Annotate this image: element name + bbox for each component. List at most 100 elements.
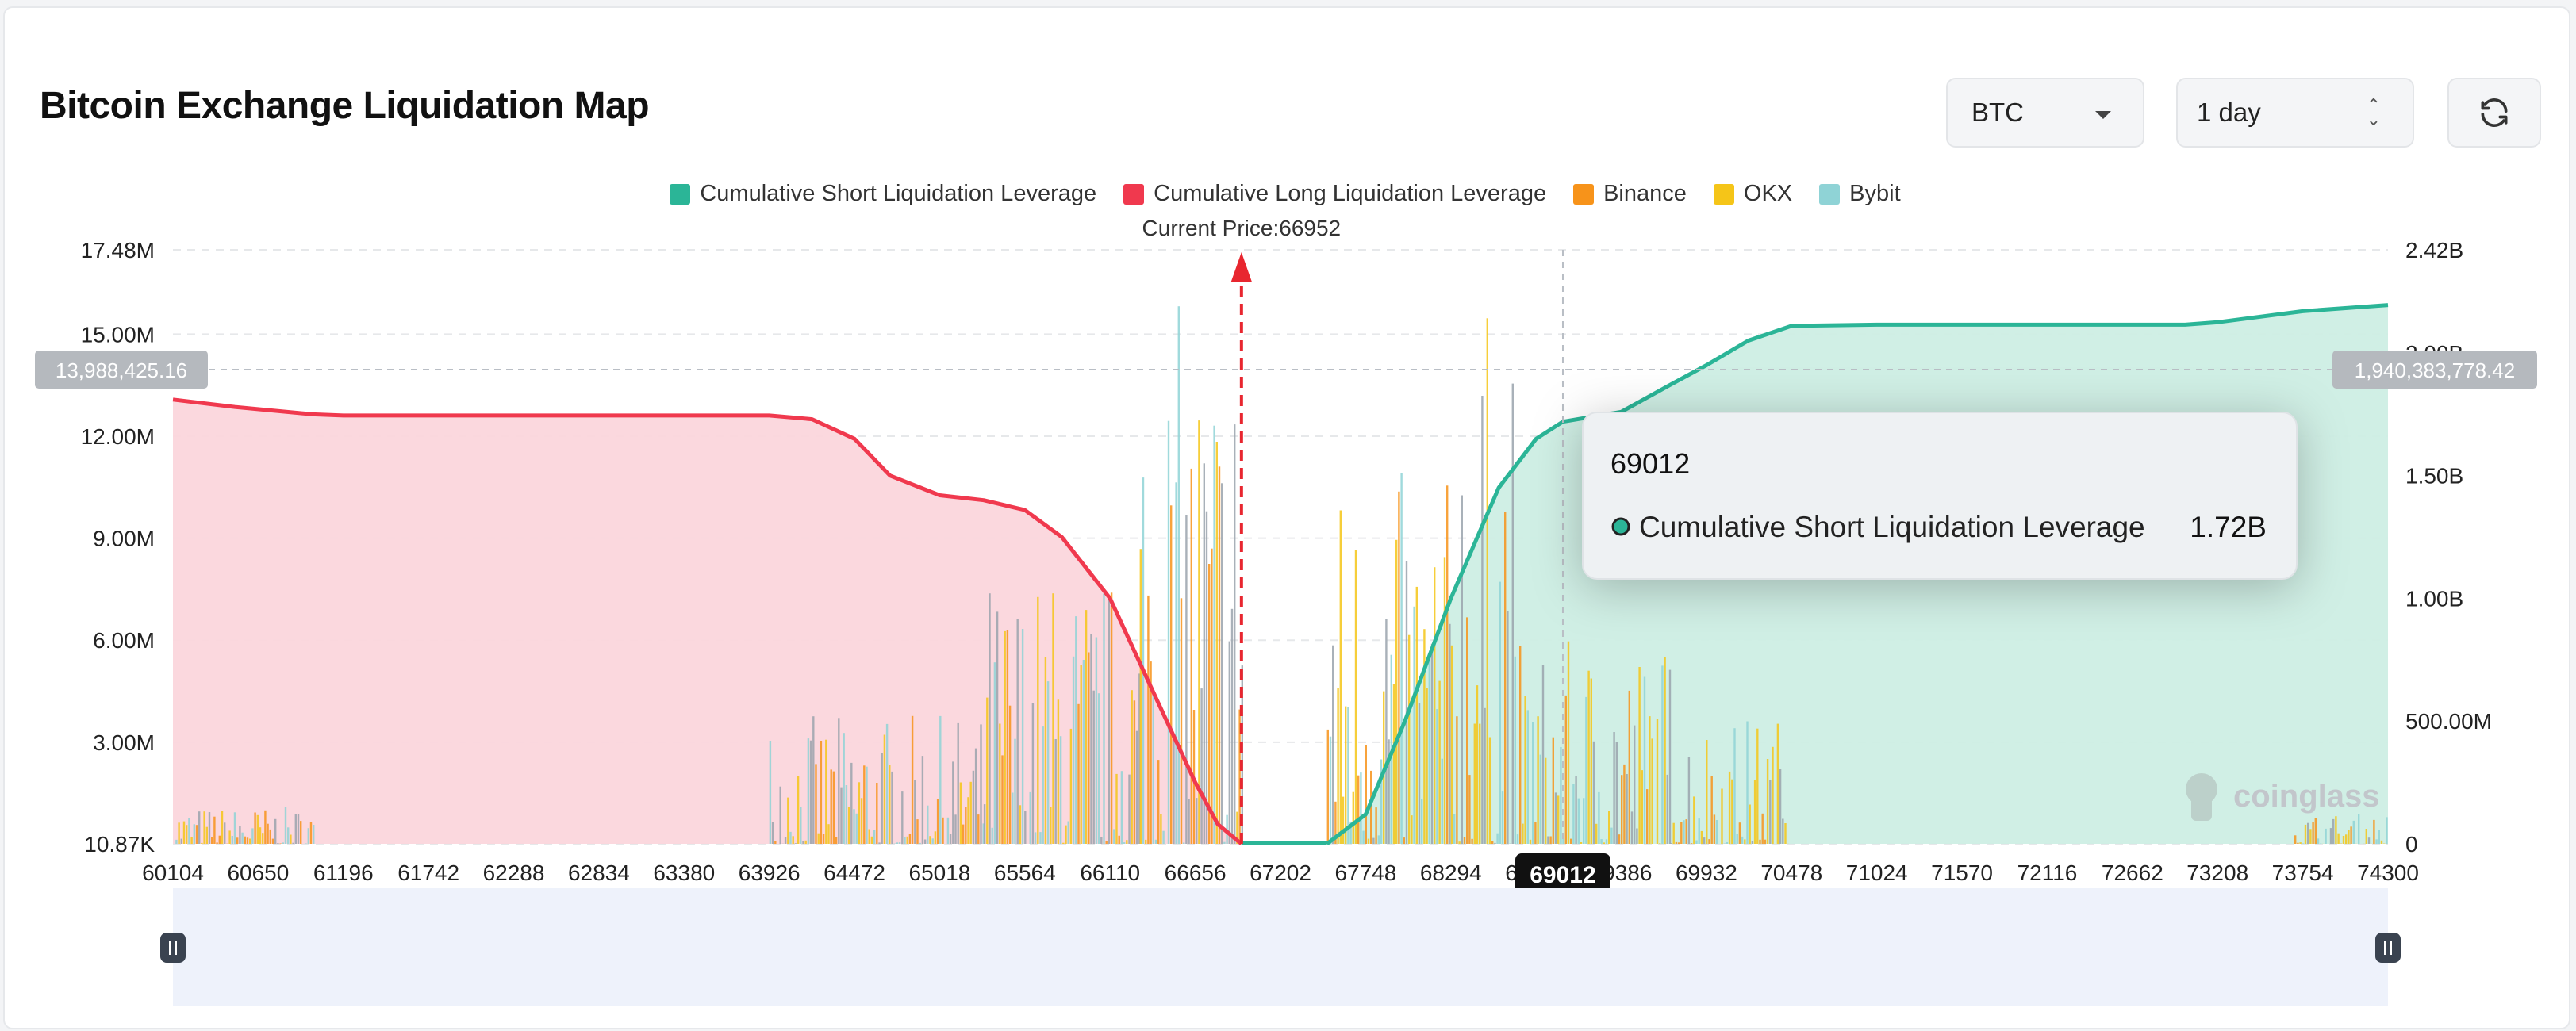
liquidation-bar [271,838,274,844]
liquidation-bar [1507,611,1509,844]
liquidation-bar [1024,811,1027,844]
liquidation-bar [784,837,787,844]
liquidation-bar [1157,760,1160,844]
liquidation-bar [908,834,912,844]
liquidation-bar [198,811,201,844]
liquidation-bar [1105,841,1108,844]
legend-item-long[interactable]: Cumulative Long Liquidation Leverage [1123,181,1546,207]
liquidation-bar [1097,693,1100,844]
legend-swatch [1819,183,1841,205]
liquidation-bar [205,826,208,844]
liquidation-bar [1656,719,1659,844]
liquidation-bar [991,827,993,844]
range-select-value: 1 day [2197,98,2261,127]
legend-item-short[interactable]: Cumulative Short Liquidation Leverage [670,181,1096,207]
x-tick-label: 60650 [227,860,289,885]
liquidation-bar [1519,646,1522,844]
liquidation-bar [1549,836,1552,844]
liquidation-bar [1583,798,1585,844]
liquidation-bar [1450,645,1453,844]
liquidation-bar [898,842,901,844]
liquidation-bar [1052,593,1054,844]
liquidation-bar [1710,776,1713,844]
long-cumulative-line [172,397,1243,845]
liquidation-bar [1526,710,1529,844]
liquidation-bar [1610,827,1613,844]
liquidation-bar [939,715,942,844]
liquidation-bar [1145,839,1147,844]
watermark-text: coinglass [2233,779,2380,814]
x-tick-label: 73208 [2186,860,2248,885]
liquidation-bar [1415,586,1418,844]
liquidation-bar [1365,745,1367,844]
liquidation-bar [1072,656,1075,844]
liquidation-bar [817,833,820,844]
range-slider-right-handle[interactable] [2375,933,2401,963]
liquidation-bar [1170,505,1173,844]
liquidation-bar [807,738,810,844]
liquidation-bar [954,814,957,844]
range-select[interactable]: 1 day ⌃ ⌄ [2176,78,2414,148]
liquidation-bar [1713,814,1716,844]
liquidation-bar [1590,678,1592,844]
liquidation-bar [1741,836,1744,844]
liquidation-bar [866,766,868,844]
long-area [173,399,1242,844]
logo-shape [2186,773,2217,805]
liquidation-bar [1362,830,1365,844]
liquidation-bar [2345,834,2348,844]
liquidation-bar [2297,842,2299,844]
liquidation-bar [1575,776,1577,844]
liquidation-bar [1672,822,1675,844]
liquidation-bar [962,824,965,844]
legend-item-binance[interactable]: Binance [1573,181,1687,207]
tooltip-series-dot [1611,517,1630,536]
liquidation-bar [1329,736,1332,844]
liquidation-bar [1514,656,1516,844]
liquidation-bar [1623,764,1626,844]
liquidation-bar [1357,775,1360,844]
liquidation-bar [936,799,939,844]
legend-swatch [1573,183,1595,205]
liquidation-bar [1680,822,1683,844]
liquidation-bar [809,740,812,844]
liquidation-bar [914,780,916,844]
liquidation-bar [1626,774,1628,844]
liquidation-bar [1370,770,1372,844]
liquidation-bar [1687,757,1691,844]
liquidation-bar [1471,838,1473,844]
liquidation-bar [881,753,883,844]
liquidation-bar [1154,839,1157,844]
liquidation-bar [1088,652,1090,844]
coin-select[interactable]: BTC [1946,78,2144,148]
liquidation-bar [1557,795,1560,844]
liquidation-bar [259,827,262,844]
liquidation-bar [1764,839,1767,844]
x-tick-label: 61742 [397,860,459,885]
liquidation-bar [1349,821,1352,844]
liquidation-bar [1408,634,1411,844]
liquidation-bar [1014,738,1016,844]
liquidation-bar [1473,723,1476,844]
crosshair-x-value: 69012 [1530,862,1595,888]
liquidation-bar [1092,690,1095,844]
tooltip: 69012 Cumulative Short Liquidation Levera… [1582,412,2298,580]
liquidation-bar [1347,707,1349,844]
refresh-button[interactable] [2447,78,2541,148]
liquidation-bar [1180,598,1183,844]
liquidation-bar [883,734,886,844]
current-price-arrow [1230,252,1252,282]
liquidation-bar [959,782,962,844]
liquidation-bar [1708,839,1710,844]
liquidation-bar [1772,746,1774,844]
legend-item-okx[interactable]: OKX [1713,181,1792,207]
liquidation-bar [1766,759,1769,844]
liquidation-bar [307,828,309,844]
liquidation-bar [1529,839,1532,844]
liquidation-bar [1167,420,1170,844]
liquidation-bar [1411,815,1413,844]
range-slider-left-handle[interactable] [160,933,186,963]
liquidation-bar [2317,838,2320,844]
legend-item-bybit[interactable]: Bybit [1819,181,1901,207]
